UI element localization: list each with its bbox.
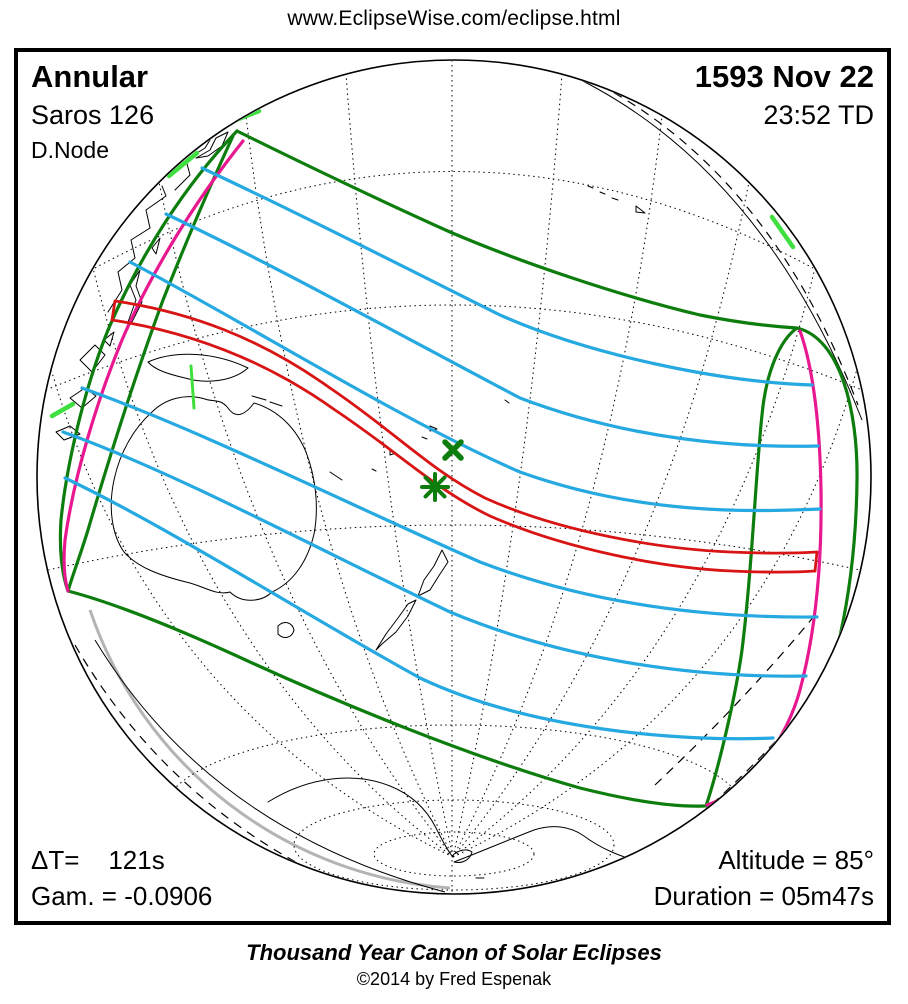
copyright-notice: ©2014 by Fred Espenak bbox=[356, 969, 552, 989]
eclipse-info-bottom-left: ΔT= 121s Gam. = -0.0906 bbox=[31, 843, 212, 915]
page-title-url: www.EclipseWise.com/eclipse.html bbox=[287, 7, 621, 30]
eclipse-date-label: 1593 Nov 22 bbox=[694, 59, 874, 94]
eclipse-globe-map bbox=[36, 59, 872, 895]
node-label: D.Node bbox=[31, 137, 109, 164]
annular-path-north-limit bbox=[113, 299, 819, 555]
eclipse-info-bottom-right: Altitude = 85° Duration = 05m47s bbox=[654, 843, 874, 915]
annular-path-south-limit bbox=[110, 318, 817, 574]
eclipse-time-label: 23:52 TD bbox=[763, 99, 874, 130]
northern-penumbral-limit bbox=[235, 129, 799, 330]
eclipse-magnitude-contours bbox=[61, 166, 822, 741]
coastlines bbox=[55, 91, 709, 879]
eclipse-info-top-right: 1593 Nov 22 23:52 TD bbox=[695, 58, 874, 133]
southern-penumbral-limit bbox=[66, 589, 706, 808]
annular-path-limits bbox=[110, 299, 819, 574]
saros-label: Saros 126 bbox=[31, 99, 155, 130]
eclipse-map-frame: Annular Saros 126 D.Node 1593 Nov 22 23:… bbox=[14, 48, 891, 925]
duration-label: Duration = 05m47s bbox=[653, 881, 874, 912]
western-inner-limit bbox=[66, 134, 235, 593]
subsolar-point-marker bbox=[442, 439, 464, 461]
graticule-meridians bbox=[50, 61, 858, 893]
gamma-label: Gam. = -0.0906 bbox=[31, 881, 213, 912]
eclipse-info-top-left: Annular Saros 126 D.Node bbox=[31, 58, 154, 168]
altitude-label: Altitude = 85° bbox=[718, 845, 874, 876]
sunrise-maximum-line bbox=[62, 139, 245, 593]
terminator-lines bbox=[94, 69, 863, 893]
western-outer-limit bbox=[58, 129, 239, 593]
delta-t-label: ΔT= 121s bbox=[31, 845, 165, 876]
dashed-curves bbox=[74, 84, 859, 881]
limb-shading bbox=[88, 609, 451, 890]
greatest-eclipse-marker bbox=[420, 472, 450, 502]
graticule-parallels bbox=[45, 171, 863, 893]
eclipse-type-label: Annular bbox=[31, 59, 149, 94]
series-title: Thousand Year Canon of Solar Eclipses bbox=[246, 940, 662, 965]
sunrise-sunset-contact-segments bbox=[49, 108, 796, 813]
globe-outline bbox=[36, 59, 872, 895]
